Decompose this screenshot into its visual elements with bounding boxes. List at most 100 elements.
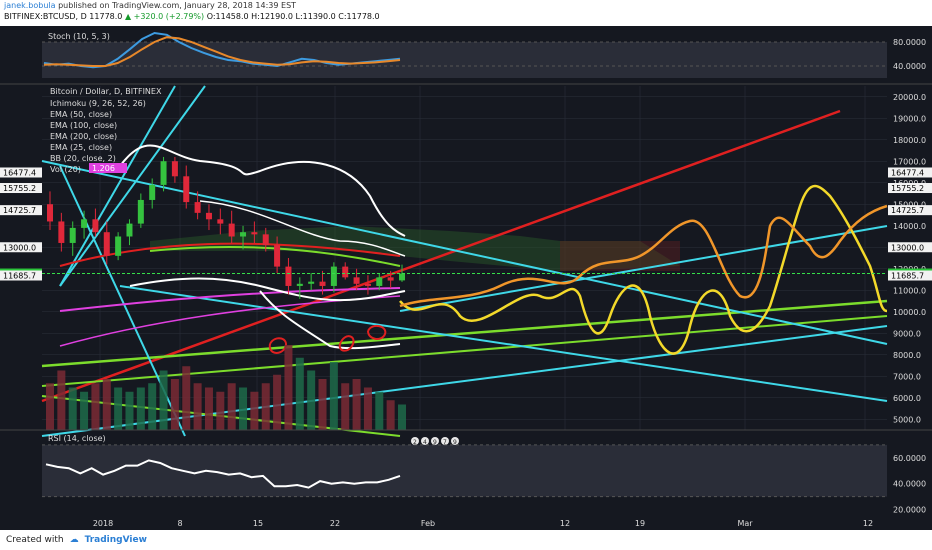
author-link[interactable]: janek.bobula [4, 1, 56, 10]
volume-bar [375, 391, 384, 430]
price-tick-label: 19000.0 [893, 114, 926, 123]
left-price-tag [0, 270, 42, 281]
stoch-title: Stoch (10, 5, 3) [48, 32, 110, 41]
candle-body [205, 212, 212, 220]
left-price-tag-text: 15755.2 [3, 184, 36, 193]
volume-bar [329, 362, 338, 430]
publish-header: janek.bobula published on TradingView.co… [0, 0, 932, 26]
event-marker-label: 4 [423, 439, 427, 446]
volume-bar [91, 383, 100, 430]
volume-bar [307, 370, 316, 430]
tradingview-brand[interactable]: TradingView [84, 535, 147, 545]
right-price-tag-text: 15755.2 [891, 184, 924, 193]
volume-bar [250, 391, 259, 430]
time-tick-label: 2018 [93, 519, 113, 528]
price-tick-label: 8000.0 [893, 351, 921, 360]
right-price-tag [888, 167, 932, 178]
chart-canvas[interactable]: 80.0000 40.0000 Stoch (10, 5, 3) 20000.0 19… [0, 26, 932, 530]
right-price-tag [888, 270, 932, 281]
volume-bar [114, 387, 123, 430]
legend-entry: EMA (200, close) [50, 132, 117, 141]
right-price-tag-text: 16477.4 [891, 168, 924, 177]
fan-line-2 [59, 85, 176, 287]
right-price-tag [888, 205, 932, 216]
trendline-red [41, 109, 841, 403]
price-tick-label: 11000.0 [893, 286, 926, 295]
published-text: published on TradingView.com, January 28… [58, 1, 297, 10]
ichimoku-cloud [150, 226, 680, 271]
rsi-tick-label: 60.0000 [893, 454, 926, 463]
candle-body [308, 281, 315, 284]
right-price-tag-text: 13000.0 [891, 243, 924, 252]
volume-bar [239, 387, 248, 430]
event-marker-dot [411, 437, 419, 445]
candle-body [81, 219, 88, 228]
price-pane: 20000.019000.018000.017000.016000.015000… [0, 85, 932, 446]
trendline-cyan-2 [41, 160, 888, 345]
price-tick-label: 5000.0 [893, 415, 921, 424]
candle-body [228, 223, 235, 237]
volume-bar [46, 383, 54, 430]
left-price-tag-text: 11685.7 [3, 272, 36, 281]
ema-50-line [59, 242, 401, 267]
left-price-tag-text: 13000.0 [3, 243, 36, 252]
time-axis-bg [0, 516, 932, 530]
time-tick-label: 12 [560, 519, 570, 528]
ichimoku-cloud-red [560, 241, 680, 271]
header-line-2: BITFINEX:BTCUSD, D 11778.0 ▲ +320.0 (+2.… [4, 11, 932, 22]
event-marker-label: 9 [453, 439, 457, 446]
time-tick-label: Feb [421, 519, 435, 528]
candle-body [194, 202, 201, 213]
bb-inner [199, 200, 406, 257]
event-marker-dot [451, 437, 459, 445]
candle-body [69, 227, 76, 243]
candle-body [149, 184, 156, 200]
candle-body [183, 176, 190, 203]
volume-bar [80, 391, 89, 430]
candle-body [274, 245, 281, 267]
ema-100-line [59, 287, 401, 312]
price-tick-label: 18000.0 [893, 136, 926, 145]
left-price-tag-text: 14725.7 [3, 206, 36, 215]
annotation-circle-3 [367, 324, 387, 340]
price-tick-label: 14000.0 [893, 222, 926, 231]
volume-bar [284, 345, 293, 430]
volume-bar [398, 404, 406, 430]
candle-body [217, 219, 224, 224]
left-price-tag [0, 205, 42, 216]
vol-value-tag [89, 163, 127, 173]
candle-body [160, 161, 167, 185]
price-tick-label: 17000.0 [893, 157, 926, 166]
volume-bar [170, 379, 179, 430]
time-axis: 2018 8 15 22 Feb 12 19 Mar 12 [0, 516, 932, 530]
candle-body [171, 161, 178, 177]
candle-body [353, 277, 360, 284]
candle-body [319, 281, 326, 286]
volume-bar [148, 383, 157, 430]
volume-bar [295, 357, 304, 430]
bb-upper [119, 144, 406, 237]
last-price: 11778.0 [89, 12, 123, 21]
volume-bar [363, 387, 372, 430]
legend-entry: EMA (50, close) [50, 110, 112, 119]
tradingview-logo-icon: ☁ [69, 535, 79, 545]
price-tick-label: 9000.0 [893, 329, 921, 338]
price-tick-label: 15000.0 [893, 200, 926, 209]
right-price-tag-text: 11685.7 [891, 272, 924, 281]
volume-bar [193, 383, 202, 430]
candle-body [262, 234, 269, 246]
candle-body [240, 232, 247, 237]
event-marker-label: 9 [433, 439, 437, 446]
time-tick-label: 15 [253, 519, 263, 528]
volume-bar [159, 370, 168, 430]
rsi-tick-label: 40.0000 [893, 480, 926, 489]
stoch-tick-label: 40.0000 [893, 62, 926, 71]
created-with-text: Created with [6, 535, 64, 545]
candle-body [58, 221, 65, 243]
candle-body [399, 273, 405, 281]
candle-body [387, 277, 394, 281]
candle-body [137, 199, 144, 224]
time-tick-label: 8 [177, 519, 182, 528]
candle-body [342, 266, 349, 278]
right-price-tag-text: 14725.7 [891, 206, 924, 215]
